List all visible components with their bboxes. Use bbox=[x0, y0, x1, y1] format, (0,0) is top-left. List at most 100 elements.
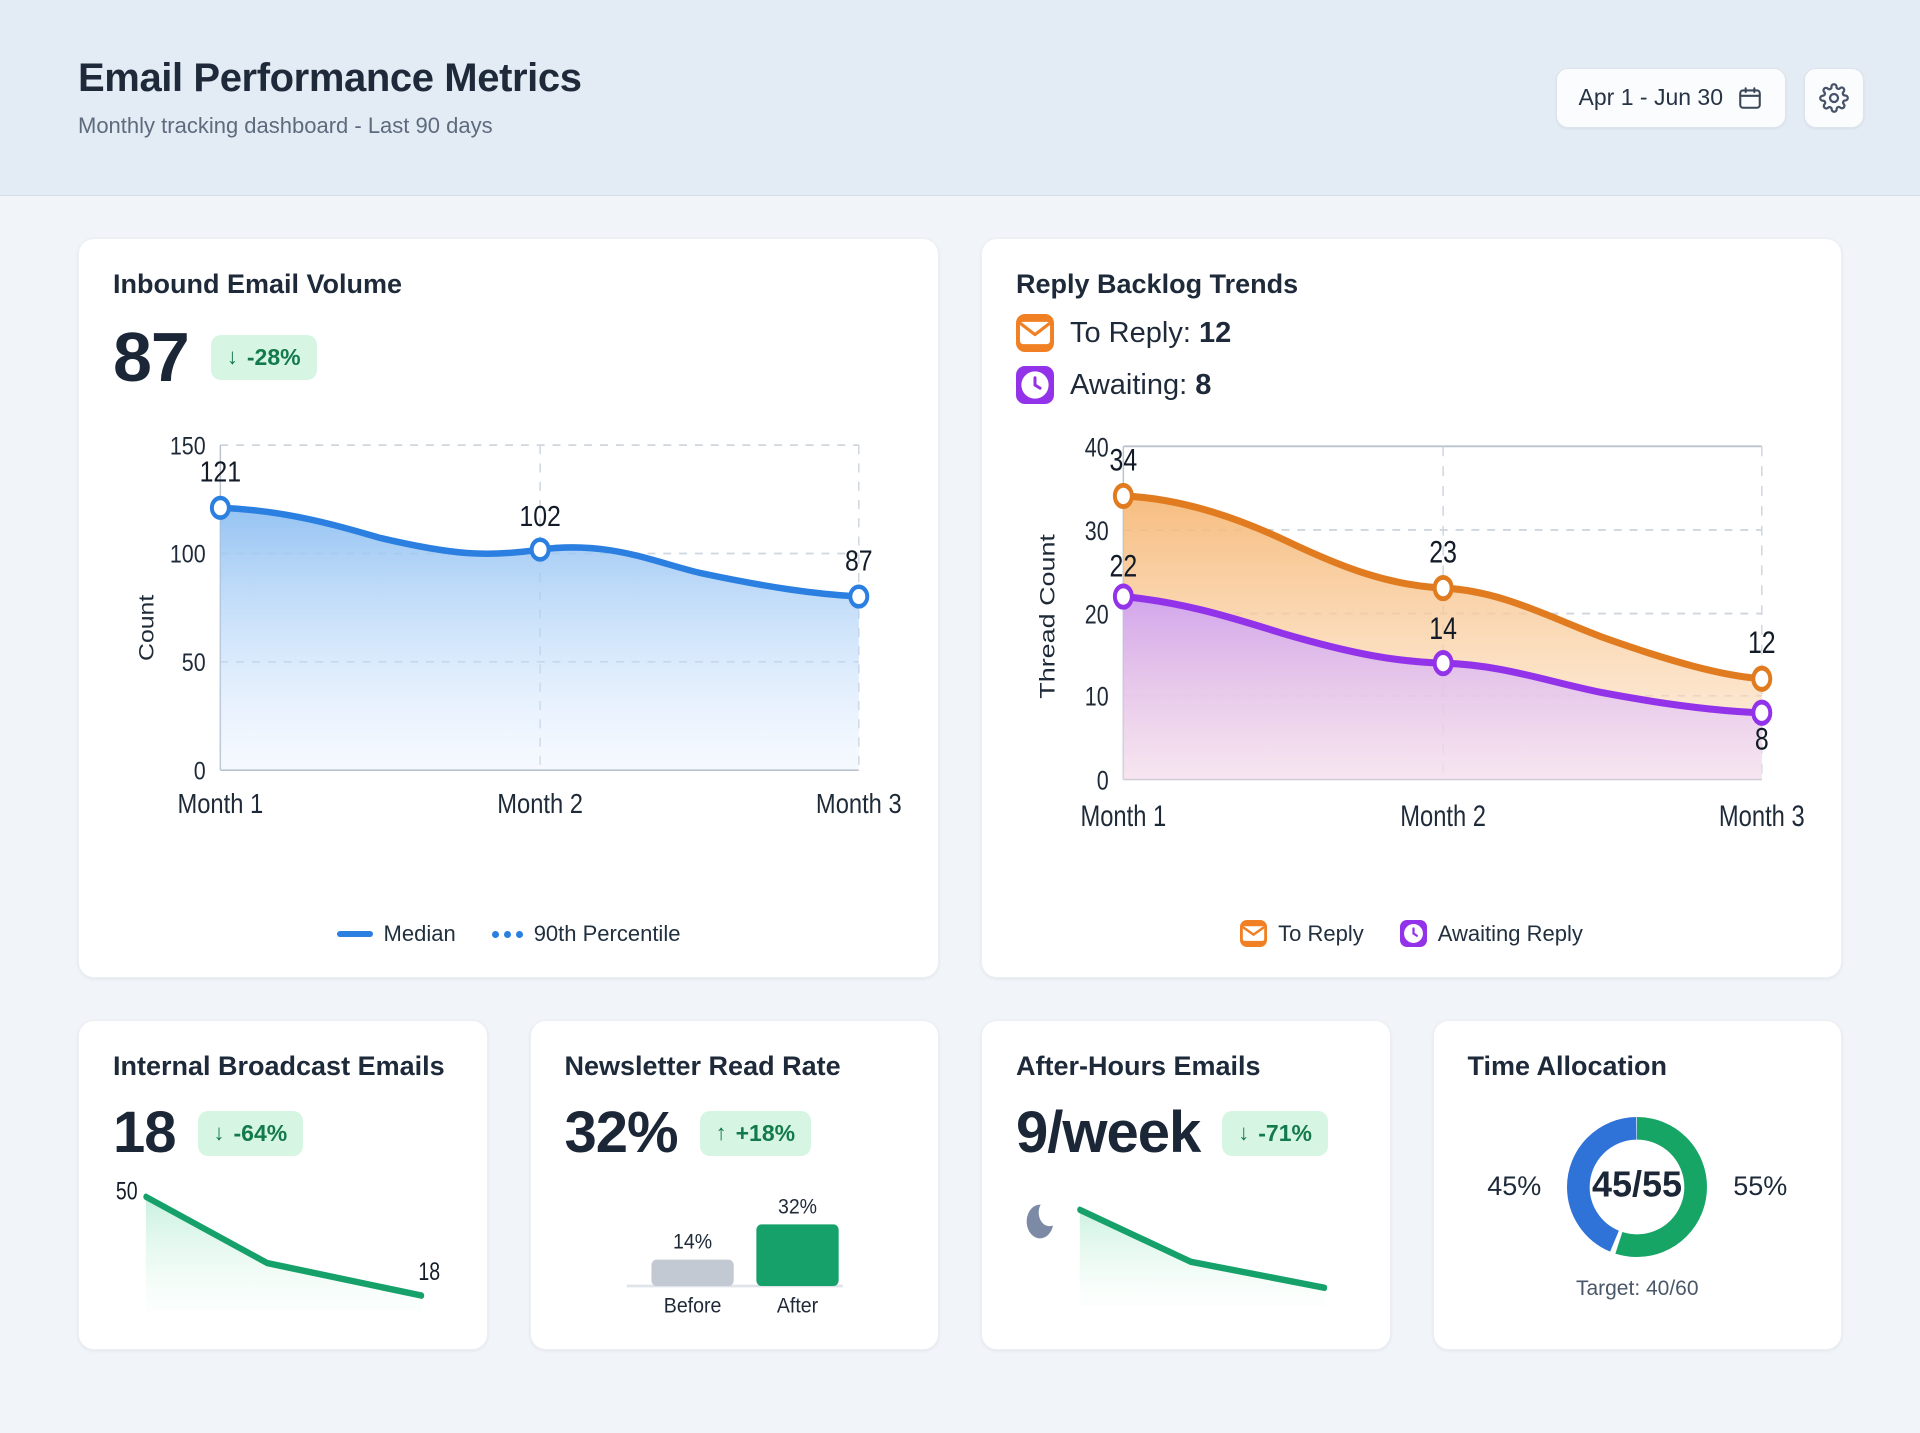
svg-text:Month 2: Month 2 bbox=[497, 790, 583, 820]
svg-text:12: 12 bbox=[1748, 624, 1776, 659]
dashboard-content: Inbound Email Volume 87 ↓ -28% bbox=[0, 196, 1920, 1433]
svg-text:Before: Before bbox=[663, 1295, 721, 1318]
chart-legend: To Reply Awaiting Reply bbox=[1016, 914, 1807, 947]
svg-text:50: 50 bbox=[182, 648, 206, 676]
card-newsletter-read-rate: Newsletter Read Rate 32% ↑ +18% 14% 32% bbox=[529, 1020, 939, 1350]
donut-center-label: 45/55 bbox=[1592, 1163, 1682, 1204]
donut-slice-green bbox=[1567, 1116, 1708, 1257]
svg-text:150: 150 bbox=[170, 432, 206, 460]
down-arrow-icon: ↓ bbox=[226, 344, 238, 369]
page-subtitle: Monthly tracking dashboard - Last 90 day… bbox=[78, 113, 493, 138]
metric-row: 87 ↓ -28% bbox=[113, 322, 904, 392]
calendar-icon bbox=[1737, 85, 1763, 111]
svg-text:Month 3: Month 3 bbox=[1719, 800, 1805, 833]
inbound-volume-chart: 150 100 50 0 Count 121 102 87 bbox=[113, 406, 904, 915]
donut-right-label: 55% bbox=[1733, 1171, 1788, 1201]
time-allocation-donut: 45/55 bbox=[1567, 1116, 1708, 1257]
down-arrow-icon: ↓ bbox=[1238, 1120, 1250, 1145]
status-badge: ↓ -28% bbox=[210, 334, 317, 380]
envelope-icon bbox=[1240, 920, 1268, 947]
legend-item-p90: 90th Percentile bbox=[491, 921, 680, 947]
metric-value: 32% bbox=[564, 1100, 679, 1165]
card-title: Inbound Email Volume bbox=[113, 269, 403, 299]
svg-text:32%: 32% bbox=[777, 1196, 816, 1219]
svg-text:Thread Count: Thread Count bbox=[1036, 534, 1060, 699]
header-actions: Apr 1 - Jun 30 bbox=[1555, 67, 1864, 128]
svg-text:After: After bbox=[776, 1295, 818, 1318]
after-hours-sparkline bbox=[1016, 1176, 1356, 1319]
card-title: Reply Backlog Trends bbox=[1016, 269, 1299, 299]
svg-text:10: 10 bbox=[1085, 682, 1109, 712]
metric-value: 87 bbox=[113, 318, 190, 396]
top-card-row: Inbound Email Volume 87 ↓ -28% bbox=[78, 238, 1842, 978]
badge-label: -71% bbox=[1258, 1119, 1312, 1146]
donut-chart-wrap: 45% 45/55 55% Target: 40/60 bbox=[1468, 1088, 1808, 1319]
card-time-allocation: Time Allocation 45% 45/55 55% Target: 40… bbox=[1432, 1020, 1842, 1350]
moon-icon bbox=[1026, 1204, 1054, 1239]
svg-text:Month 3: Month 3 bbox=[816, 790, 902, 820]
solid-line-icon bbox=[336, 931, 373, 937]
card-title: Time Allocation bbox=[1467, 1051, 1668, 1081]
svg-text:Count: Count bbox=[134, 594, 158, 661]
svg-text:87: 87 bbox=[845, 545, 873, 577]
status-badge: ↓ -71% bbox=[1222, 1110, 1328, 1156]
envelope-icon bbox=[1016, 314, 1054, 352]
svg-text:30: 30 bbox=[1085, 517, 1109, 547]
date-range-picker[interactable]: Apr 1 - Jun 30 bbox=[1555, 67, 1786, 128]
gear-icon bbox=[1819, 82, 1849, 113]
metric-row: 18 ↓ -64% bbox=[113, 1104, 453, 1162]
card-inbound-email-volume: Inbound Email Volume 87 ↓ -28% bbox=[78, 238, 939, 978]
svg-text:0: 0 bbox=[194, 757, 206, 785]
clock-icon bbox=[1399, 920, 1427, 947]
status-badge: ↓ -64% bbox=[197, 1110, 304, 1156]
page-title: Email Performance Metrics bbox=[78, 56, 582, 100]
svg-text:100: 100 bbox=[170, 540, 206, 568]
svg-text:23: 23 bbox=[1429, 534, 1457, 569]
stat-awaiting: Awaiting: 8 bbox=[1016, 366, 1807, 404]
legend-label: To Reply bbox=[1278, 920, 1364, 946]
bar-after bbox=[755, 1224, 839, 1286]
header-titles: Email Performance Metrics Monthly tracki… bbox=[78, 56, 582, 139]
settings-button[interactable] bbox=[1804, 67, 1864, 128]
badge-label: -64% bbox=[233, 1119, 288, 1146]
down-arrow-icon: ↓ bbox=[213, 1120, 225, 1145]
clock-icon bbox=[1016, 366, 1054, 404]
card-internal-broadcast-emails: Internal Broadcast Emails 18 ↓ -64% bbox=[78, 1020, 488, 1350]
chart-legend: Median 90th Percentile bbox=[113, 915, 904, 947]
metric-row: 9/week ↓ -71% bbox=[1016, 1104, 1356, 1162]
broadcast-sparkline: 50 18 bbox=[113, 1176, 453, 1319]
legend-item-awaiting: Awaiting Reply bbox=[1399, 920, 1583, 947]
svg-text:40: 40 bbox=[1085, 433, 1109, 463]
badge-label: -28% bbox=[246, 343, 301, 370]
reply-backlog-chart: 40 30 20 10 0 Thread Count bbox=[1016, 418, 1807, 914]
date-range-label: Apr 1 - Jun 30 bbox=[1578, 84, 1723, 110]
legend-label: Awaiting Reply bbox=[1437, 920, 1583, 946]
metric-row: 32% ↑ +18% bbox=[565, 1104, 905, 1162]
svg-text:8: 8 bbox=[1755, 721, 1769, 756]
svg-text:34: 34 bbox=[1110, 442, 1138, 477]
svg-text:14%: 14% bbox=[673, 1231, 712, 1254]
donut-target-label: Target: 40/60 bbox=[1575, 1276, 1699, 1300]
svg-text:22: 22 bbox=[1110, 548, 1138, 583]
stat-label: To Reply: 12 bbox=[1070, 316, 1232, 349]
bar-before bbox=[650, 1259, 734, 1286]
bottom-card-row: Internal Broadcast Emails 18 ↓ -64% bbox=[78, 1020, 1842, 1350]
card-reply-backlog-trends: Reply Backlog Trends To Reply: 12 bbox=[981, 238, 1842, 978]
stat-to-reply: To Reply: 12 bbox=[1016, 314, 1807, 352]
metric-value: 18 bbox=[113, 1100, 177, 1165]
card-after-hours-emails: After-Hours Emails 9/week ↓ -71% bbox=[981, 1020, 1391, 1350]
svg-text:102: 102 bbox=[519, 500, 560, 532]
card-title: After-Hours Emails bbox=[1016, 1051, 1261, 1081]
newsletter-bar-chart: 14% 32% Before After bbox=[565, 1176, 905, 1319]
badge-label: +18% bbox=[735, 1119, 796, 1146]
dashboard-header: Email Performance Metrics Monthly tracki… bbox=[0, 0, 1920, 196]
svg-text:18: 18 bbox=[418, 1258, 440, 1286]
metric-value: 9/week bbox=[1016, 1100, 1201, 1165]
svg-text:Month 1: Month 1 bbox=[1080, 800, 1166, 833]
card-title: Internal Broadcast Emails bbox=[113, 1051, 445, 1081]
svg-text:121: 121 bbox=[200, 456, 241, 488]
legend-item-median: Median bbox=[336, 921, 456, 947]
svg-text:14: 14 bbox=[1429, 610, 1457, 645]
svg-text:0: 0 bbox=[1097, 766, 1109, 796]
